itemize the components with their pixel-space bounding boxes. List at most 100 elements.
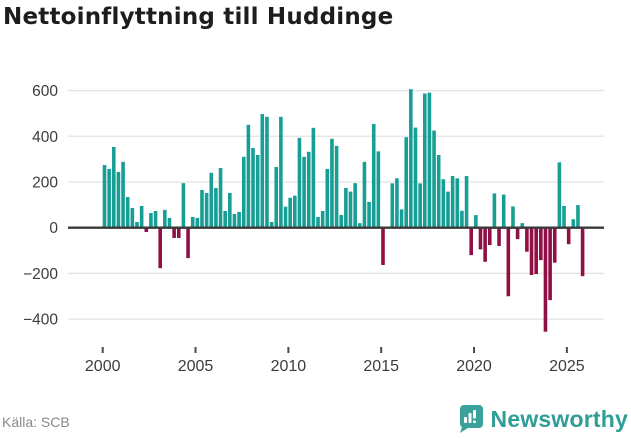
bar — [167, 217, 172, 228]
bar — [116, 171, 121, 228]
bar — [228, 192, 232, 228]
bar — [218, 168, 223, 228]
bar — [344, 187, 348, 228]
bar — [441, 179, 446, 228]
bar — [543, 227, 548, 332]
x-axis-label: 2010 — [271, 358, 307, 375]
bar — [125, 197, 130, 228]
bar — [515, 227, 520, 240]
bar — [427, 92, 432, 228]
bar — [181, 183, 186, 228]
bar — [357, 223, 362, 228]
bar — [111, 147, 116, 228]
newsworthy-logo[interactable]: Newsworthy — [458, 404, 628, 434]
bar — [432, 130, 436, 228]
x-axis-label: 2025 — [549, 358, 585, 375]
bar — [539, 227, 543, 261]
bar — [163, 209, 167, 228]
bar — [135, 221, 139, 228]
bar — [241, 156, 246, 228]
bar — [455, 178, 460, 228]
y-axis-label: −200 — [23, 266, 58, 283]
bar — [409, 89, 413, 228]
bar — [367, 201, 371, 228]
bar — [534, 227, 538, 275]
y-axis-label: 400 — [32, 129, 58, 146]
bar — [223, 211, 227, 228]
bar — [144, 227, 149, 233]
bar — [251, 147, 255, 228]
newsworthy-badge-icon — [459, 405, 483, 433]
newsworthy-wordmark: Newsworthy — [490, 405, 628, 432]
bar — [334, 145, 339, 228]
bar — [283, 206, 288, 228]
bar — [237, 211, 241, 228]
bar — [362, 161, 367, 228]
bar — [325, 168, 330, 228]
bar — [548, 227, 552, 301]
y-axis-label: 600 — [32, 83, 58, 100]
bar — [376, 151, 381, 228]
bar — [450, 176, 455, 228]
x-axis-label: 2005 — [178, 358, 214, 375]
x-axis-label: 2000 — [85, 358, 121, 375]
bar — [293, 195, 297, 228]
bar — [302, 156, 306, 228]
bar — [246, 124, 251, 228]
bar — [190, 216, 195, 228]
bar — [311, 127, 316, 228]
bar — [390, 183, 395, 228]
bar — [288, 197, 292, 228]
bar — [330, 138, 334, 228]
bar — [381, 227, 385, 265]
bar — [580, 227, 585, 277]
bar — [204, 192, 209, 228]
bar — [492, 193, 497, 228]
bar — [121, 161, 125, 228]
bar — [200, 189, 204, 228]
bar — [557, 162, 562, 228]
y-axis-label: 200 — [32, 174, 58, 191]
bar — [232, 213, 237, 228]
bar — [487, 227, 492, 246]
bar — [525, 227, 529, 252]
bar — [497, 227, 501, 246]
x-axis-label: 2020 — [456, 358, 492, 375]
bar — [102, 165, 107, 228]
bar — [436, 155, 441, 228]
chart-footer: Källa: SCB Newsworthy — [0, 398, 631, 439]
bar — [529, 227, 534, 276]
bar — [306, 151, 311, 228]
bar — [474, 215, 478, 228]
bar — [214, 187, 218, 228]
source-label: Källa: SCB — [2, 414, 70, 430]
bar — [320, 211, 325, 228]
bar — [153, 211, 158, 228]
bar — [195, 217, 200, 228]
bar — [260, 114, 265, 228]
bar — [371, 123, 376, 228]
bar — [422, 93, 427, 228]
bar — [511, 206, 515, 228]
bar — [149, 213, 153, 228]
bar — [139, 205, 144, 228]
bar — [209, 172, 214, 228]
bar — [269, 221, 274, 228]
bar — [265, 116, 269, 228]
bar — [395, 178, 399, 228]
bar — [469, 227, 473, 256]
bar — [464, 176, 469, 228]
bar — [107, 168, 111, 228]
bar — [172, 227, 176, 238]
bar — [404, 137, 409, 228]
bar — [130, 208, 135, 228]
bar — [483, 227, 487, 262]
bar — [520, 223, 525, 228]
y-axis-label: 0 — [49, 220, 58, 237]
y-axis-label: −400 — [23, 312, 58, 329]
bar — [576, 205, 580, 228]
chart-title: Nettoinflyttning till Huddinge — [3, 4, 394, 30]
bar — [571, 219, 576, 228]
